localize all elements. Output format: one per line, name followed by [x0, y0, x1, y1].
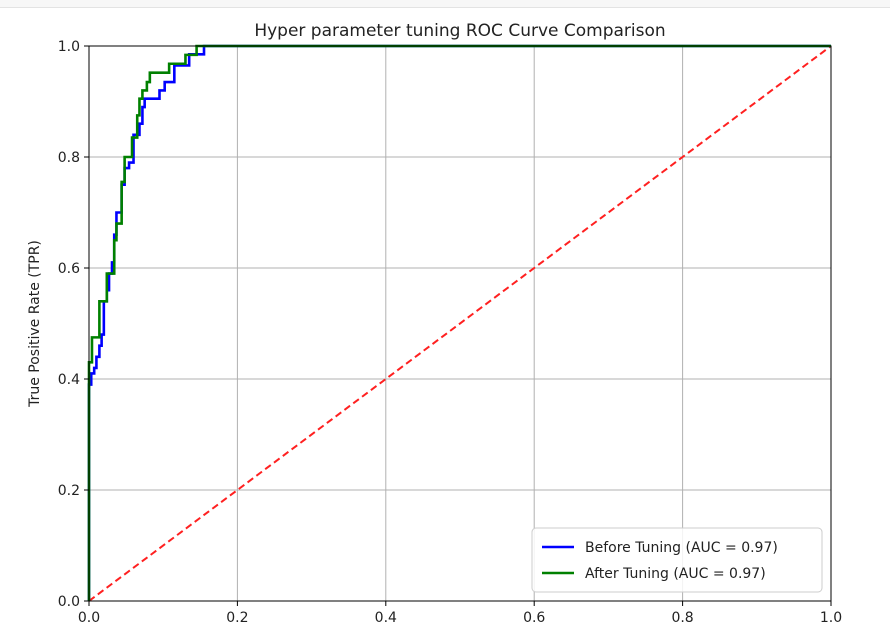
legend-label: Before Tuning (AUC = 0.97)	[585, 540, 778, 556]
legend-box	[531, 527, 823, 593]
plot-frame	[88, 45, 832, 602]
axis-ticks: 0.0 0.2 0.4 0.6 0.8 1.0 0.0 0.2 0.4 0.6 0.8 1.0	[58, 39, 842, 626]
x-tick-label: 0.0	[78, 610, 100, 626]
x-tick-label: 0.2	[226, 610, 248, 626]
chance-diagonal-line	[88, 45, 832, 602]
legend: Before Tuning (AUC = 0.97) After Tuning (…	[531, 527, 823, 593]
y-tick-label: 0.0	[58, 594, 80, 610]
series-line-after-tuning	[87, 44, 831, 601]
x-tick-label: 0.6	[523, 610, 545, 626]
y-tick-label: 1.0	[58, 39, 80, 55]
y-tick-label: 0.8	[58, 150, 80, 166]
x-tick-label: 0.4	[375, 610, 397, 626]
legend-label: After Tuning (AUC = 0.97)	[585, 566, 766, 582]
y-axis-label: True Positive Rate (TPR)	[27, 240, 43, 408]
plot-lines	[87, 44, 832, 602]
top-toolbar-strip	[0, 0, 890, 8]
y-tick-label: 0.2	[58, 483, 80, 499]
y-tick-label: 0.4	[58, 372, 80, 388]
y-tick-label: 0.6	[58, 261, 80, 277]
x-tick-label: 1.0	[820, 610, 842, 626]
x-tick-label: 0.8	[671, 610, 693, 626]
chart-title: Hyper parameter tuning ROC Curve Compari…	[254, 21, 665, 41]
